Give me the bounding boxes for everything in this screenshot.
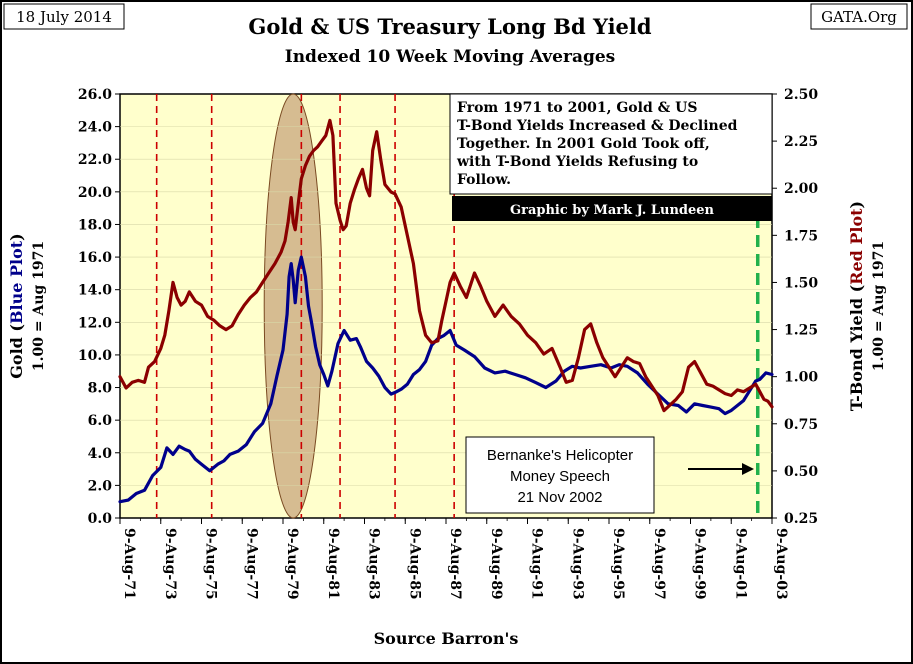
x-tick-label: 9-Aug-87 xyxy=(447,528,463,600)
date-box xyxy=(3,3,125,30)
right-axis-title-a: T-Bond Yield ( xyxy=(847,285,866,411)
x-tick-label: 9-Aug-75 xyxy=(203,528,219,600)
left-tick-label: 2.0 xyxy=(88,478,113,494)
right-tick-label: 0.25 xyxy=(784,511,818,527)
callout-box xyxy=(465,436,655,514)
annotation-line-5: Follow. xyxy=(457,172,511,188)
right-tick-label: 2.50 xyxy=(784,87,818,103)
left-tick-label: 14.0 xyxy=(78,283,112,299)
right-tick-label: 1.25 xyxy=(784,323,818,339)
callout-line-3: 21 Nov 2002 xyxy=(517,489,602,506)
highlight-ellipse xyxy=(263,93,323,519)
x-tick-label: 9-Aug-77 xyxy=(243,528,259,600)
x-tick-label: 9-Aug-85 xyxy=(406,528,422,600)
x-tick-label: 9-Aug-01 xyxy=(732,528,748,600)
left-tick-label: 12.0 xyxy=(78,315,112,331)
x-axis-title: Source Barron's xyxy=(374,629,519,648)
credit-banner xyxy=(452,196,772,221)
chart-subtitle: Indexed 10 Week Moving Averages xyxy=(285,47,615,67)
x-tick-label: 9-Aug-91 xyxy=(529,528,545,600)
x-tick-label: 9-Aug-89 xyxy=(488,528,504,600)
left-axis-title-a: Gold ( xyxy=(7,324,26,379)
date-label: 18 July 2014 xyxy=(16,8,112,26)
left-tick-label: 26.0 xyxy=(78,87,112,103)
x-tick-label: 9-Aug-73 xyxy=(162,528,178,600)
right-axis-subtitle: 1.00 = Aug 1971 xyxy=(871,241,887,371)
callout-arrowhead xyxy=(742,463,754,475)
right-tick-label: 1.75 xyxy=(784,228,818,244)
left-tick-label: 10.0 xyxy=(78,348,112,364)
right-axis-title: T-Bond Yield (Red Plot) xyxy=(847,201,866,411)
x-tick-label: 9-Aug-79 xyxy=(284,528,300,600)
annotation-line-3: Together. In 2001 Gold Took off, xyxy=(457,136,710,152)
credit-text: Graphic by Mark J. Lundeen xyxy=(510,203,715,218)
x-tick-label: 9-Aug-93 xyxy=(569,528,585,600)
source-site-box xyxy=(810,3,908,30)
annotation-line-1: From 1971 to 2001, Gold & US xyxy=(457,100,697,116)
x-tick-label: 9-Aug-95 xyxy=(610,528,626,600)
left-tick-label: 0.0 xyxy=(88,511,113,527)
x-tick-label: 9-Aug-71 xyxy=(121,528,137,600)
chart-title: Gold & US Treasury Long Bd Yield xyxy=(248,14,651,39)
left-axis-title-b: Blue Plot xyxy=(7,240,26,324)
tbond-series-line xyxy=(118,118,774,413)
left-tick-label: 4.0 xyxy=(88,446,113,462)
right-tick-label: 2.00 xyxy=(784,181,818,197)
left-axis-subtitle: 1.00 = Aug 1971 xyxy=(31,241,47,371)
right-axis-title-c: ) xyxy=(847,201,866,209)
right-tick-label: 0.50 xyxy=(784,464,818,480)
x-tick-label: 9-Aug-03 xyxy=(773,528,789,600)
right-tick-label: 2.25 xyxy=(784,134,818,150)
annotation-box xyxy=(449,93,773,195)
left-axis-title: Gold (Blue Plot) xyxy=(7,233,26,378)
source-site-label: GATA.Org xyxy=(821,8,897,26)
left-tick-label: 22.0 xyxy=(78,152,112,168)
right-tick-label: 1.00 xyxy=(784,370,818,386)
callout-line-2: Money Speech xyxy=(510,468,610,485)
left-axis-title-c: ) xyxy=(7,233,26,241)
x-tick-label: 9-Aug-83 xyxy=(366,528,382,600)
left-tick-label: 6.0 xyxy=(88,413,113,429)
callout-line-1: Bernanke's Helicopter xyxy=(487,447,633,464)
annotation-line-4: with T-Bond Yields Refusing to xyxy=(456,154,698,170)
x-tick-label: 9-Aug-81 xyxy=(325,528,341,600)
left-tick-label: 20.0 xyxy=(78,185,112,201)
left-tick-label: 24.0 xyxy=(78,120,112,136)
x-tick-label: 9-Aug-97 xyxy=(651,528,667,600)
right-tick-label: 1.50 xyxy=(784,275,818,291)
left-tick-label: 16.0 xyxy=(78,250,112,266)
left-tick-label: 18.0 xyxy=(78,217,112,233)
right-axis-title-b: Red Plot xyxy=(847,208,866,285)
left-tick-label: 8.0 xyxy=(88,381,113,397)
x-tick-label: 9-Aug-99 xyxy=(692,528,708,600)
right-tick-label: 0.75 xyxy=(784,417,818,433)
annotation-line-2: T-Bond Yields Increased & Declined xyxy=(457,118,738,134)
